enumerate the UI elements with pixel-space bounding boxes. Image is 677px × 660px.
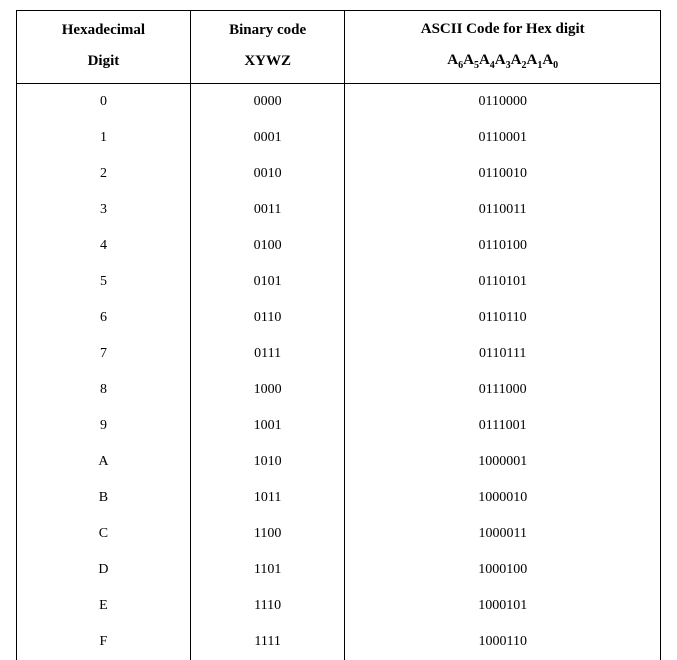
cell-ascii: 0110111 — [345, 336, 661, 372]
cell-binary: 1111 — [190, 624, 345, 660]
cell-binary: 1001 — [190, 408, 345, 444]
cell-ascii: 0110100 — [345, 228, 661, 264]
cell-binary: 1100 — [190, 516, 345, 552]
col-header-ascii-line2: A6A5A4A3A2A1A0 — [345, 52, 660, 71]
cell-binary: 1101 — [190, 552, 345, 588]
table-row: F11111000110 — [17, 624, 661, 660]
cell-hex: C — [17, 516, 191, 552]
cell-hex: 4 — [17, 228, 191, 264]
cell-ascii: 1000010 — [345, 480, 661, 516]
cell-ascii: 1000011 — [345, 516, 661, 552]
table-row: 701110110111 — [17, 336, 661, 372]
col-header-binary-line1: Binary code — [191, 22, 345, 39]
cell-ascii: 0111000 — [345, 372, 661, 408]
cell-hex: 2 — [17, 156, 191, 192]
cell-hex: F — [17, 624, 191, 660]
cell-binary: 1000 — [190, 372, 345, 408]
cell-ascii: 1000110 — [345, 624, 661, 660]
cell-binary: 0011 — [190, 192, 345, 228]
table-row: D11011000100 — [17, 552, 661, 588]
col-header-hex-line2: Digit — [17, 53, 190, 70]
cell-binary: 0000 — [190, 84, 345, 121]
col-header-ascii: ASCII Code for Hex digit A6A5A4A3A2A1A0 — [345, 11, 661, 84]
table-row: 910010111001 — [17, 408, 661, 444]
cell-hex: E — [17, 588, 191, 624]
table-row: 300110110011 — [17, 192, 661, 228]
cell-binary: 1110 — [190, 588, 345, 624]
table-row: 601100110110 — [17, 300, 661, 336]
cell-ascii: 0111001 — [345, 408, 661, 444]
table-row: 200100110010 — [17, 156, 661, 192]
table-row: 810000111000 — [17, 372, 661, 408]
col-header-binary: Binary code XYWZ — [190, 11, 345, 84]
cell-binary: 1010 — [190, 444, 345, 480]
cell-hex: 5 — [17, 264, 191, 300]
cell-ascii: 1000100 — [345, 552, 661, 588]
cell-ascii: 0110101 — [345, 264, 661, 300]
cell-binary: 0111 — [190, 336, 345, 372]
table-row: E11101000101 — [17, 588, 661, 624]
table-row: 401000110100 — [17, 228, 661, 264]
table-row: 000000110000 — [17, 84, 661, 121]
table-header: Hexadecimal Digit Binary code XYWZ ASCII… — [17, 11, 661, 84]
cell-hex: 1 — [17, 120, 191, 156]
cell-binary: 0010 — [190, 156, 345, 192]
cell-hex: D — [17, 552, 191, 588]
cell-ascii: 1000001 — [345, 444, 661, 480]
table-row: C11001000011 — [17, 516, 661, 552]
cell-hex: 8 — [17, 372, 191, 408]
cell-ascii: 0110110 — [345, 300, 661, 336]
col-header-binary-line2: XYWZ — [191, 53, 345, 70]
cell-hex: 0 — [17, 84, 191, 121]
cell-binary: 1011 — [190, 480, 345, 516]
col-header-ascii-line1: ASCII Code for Hex digit — [345, 21, 660, 38]
cell-binary: 0101 — [190, 264, 345, 300]
cell-hex: 3 — [17, 192, 191, 228]
page: Hexadecimal Digit Binary code XYWZ ASCII… — [0, 0, 677, 657]
cell-ascii: 0110000 — [345, 84, 661, 121]
cell-binary: 0110 — [190, 300, 345, 336]
hex-ascii-table: Hexadecimal Digit Binary code XYWZ ASCII… — [16, 10, 661, 660]
cell-hex: 9 — [17, 408, 191, 444]
cell-ascii: 0110010 — [345, 156, 661, 192]
cell-ascii: 0110011 — [345, 192, 661, 228]
cell-ascii: 1000101 — [345, 588, 661, 624]
cell-hex: 6 — [17, 300, 191, 336]
cell-hex: 7 — [17, 336, 191, 372]
table-row: A10101000001 — [17, 444, 661, 480]
table-body: 0000001100001000101100012001001100103001… — [17, 84, 661, 660]
table-row: B10111000010 — [17, 480, 661, 516]
table-row: 100010110001 — [17, 120, 661, 156]
cell-hex: A — [17, 444, 191, 480]
cell-binary: 0100 — [190, 228, 345, 264]
table-row: 501010110101 — [17, 264, 661, 300]
cell-binary: 0001 — [190, 120, 345, 156]
col-header-hex-line1: Hexadecimal — [17, 22, 190, 39]
col-header-hex: Hexadecimal Digit — [17, 11, 191, 84]
cell-ascii: 0110001 — [345, 120, 661, 156]
cell-hex: B — [17, 480, 191, 516]
